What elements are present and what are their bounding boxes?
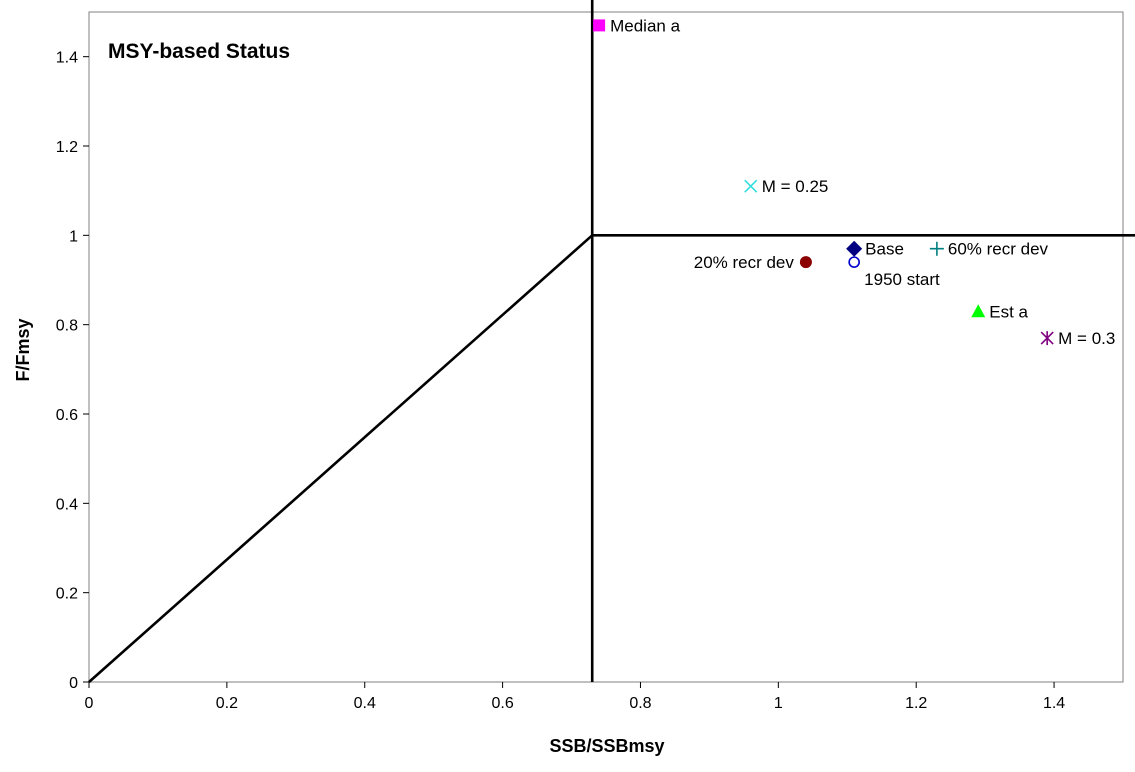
x-tick-label: 0.4 <box>354 695 376 712</box>
point-marker-x <box>744 179 758 193</box>
y-tick-label: 0.4 <box>56 496 78 513</box>
point-label: 60% recr dev <box>948 240 1049 259</box>
y-tick-label: 0 <box>69 675 78 692</box>
point-marker-circle <box>799 256 812 269</box>
x-tick-label: 0.2 <box>216 695 238 712</box>
y-tick-label: 0.8 <box>56 318 78 335</box>
point-label: Median a <box>610 16 680 35</box>
point-marker-triangle <box>971 304 986 318</box>
point-marker-star <box>1040 331 1054 346</box>
y-axis-title: F/Fmsy <box>13 318 33 381</box>
y-tick-label: 1.2 <box>56 139 78 156</box>
x-tick-label: 1 <box>774 695 783 712</box>
point-label: M = 0.3 <box>1058 329 1115 348</box>
point-marker-open-circle <box>848 256 860 268</box>
x-tick-label: 1.4 <box>1043 695 1065 712</box>
chart-title: MSY-based Status <box>108 40 290 63</box>
x-tick-label: 0 <box>85 695 94 712</box>
y-tick-label: 1.4 <box>56 50 78 67</box>
x-tick-label: 0.8 <box>629 695 651 712</box>
x-axis-title: SSB/SSBmsy <box>549 736 664 756</box>
diagonal-reference-line <box>88 234 594 683</box>
x-tick-label: 0.6 <box>491 695 513 712</box>
point-label: 1950 start <box>864 270 940 289</box>
point-label: M = 0.25 <box>762 177 829 196</box>
point-marker-square <box>593 19 606 32</box>
point-marker-diamond <box>846 240 863 257</box>
point-label: Est a <box>989 302 1028 321</box>
y-tick-label: 1 <box>69 228 78 245</box>
y-tick-label: 0.2 <box>56 586 78 603</box>
point-marker-plus <box>929 241 944 256</box>
point-label: Base <box>865 240 904 259</box>
x-tick-label: 1.2 <box>905 695 927 712</box>
plot-area-frame <box>88 11 1124 683</box>
point-label: 20% recr dev <box>694 253 795 272</box>
y-tick-label: 0.6 <box>56 407 78 424</box>
